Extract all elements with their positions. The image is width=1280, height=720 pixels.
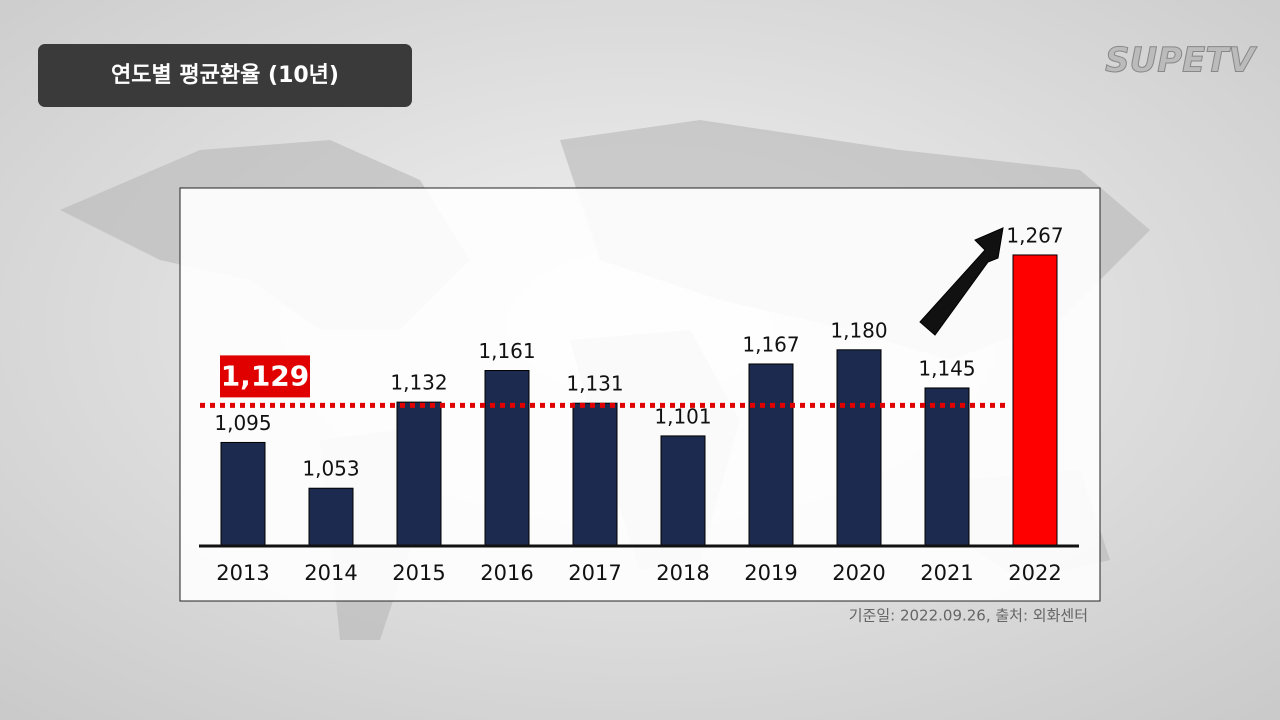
- bar: [660, 435, 706, 547]
- value-label: 1,095: [214, 411, 271, 435]
- source-note: 기준일: 2022.09.26, 출처: 외화센터: [849, 607, 1088, 625]
- chart-title: 연도별 평균환율 (10년): [111, 63, 339, 88]
- bar: [1012, 254, 1058, 547]
- bar: [572, 402, 618, 547]
- x-tick-label: 2020: [832, 561, 885, 585]
- trend-arrow: [919, 227, 1004, 336]
- bar: [748, 363, 794, 547]
- value-label: 1,161: [478, 339, 535, 363]
- bar: [396, 401, 442, 547]
- x-tick-label: 2017: [568, 561, 621, 585]
- bar: [220, 441, 266, 547]
- value-label: 1,101: [654, 404, 711, 428]
- value-label: 1,167: [742, 332, 799, 356]
- x-tick-label: 2014: [304, 561, 357, 585]
- x-tick-label: 2021: [920, 561, 973, 585]
- value-label: 1,180: [830, 318, 887, 342]
- bar: [924, 387, 970, 547]
- bar: [308, 487, 354, 547]
- value-label: 1,145: [918, 356, 975, 380]
- value-label: 1,053: [302, 457, 359, 481]
- bar: [836, 349, 882, 547]
- average-label: 1,129: [221, 359, 310, 392]
- x-tick-label: 2016: [480, 561, 533, 585]
- x-tick-label: 2013: [216, 561, 269, 585]
- value-label: 1,267: [1006, 223, 1063, 247]
- average-label-box: [220, 355, 310, 398]
- x-tick-label: 2018: [656, 561, 709, 585]
- title-box: [38, 44, 412, 107]
- value-label: 1,132: [390, 371, 447, 395]
- x-tick-label: 2022: [1008, 561, 1061, 585]
- x-tick-label: 2015: [392, 561, 445, 585]
- value-label: 1,131: [566, 372, 623, 396]
- logo: SUPETV: [1105, 41, 1257, 81]
- bar: [484, 370, 530, 547]
- x-tick-label: 2019: [744, 561, 797, 585]
